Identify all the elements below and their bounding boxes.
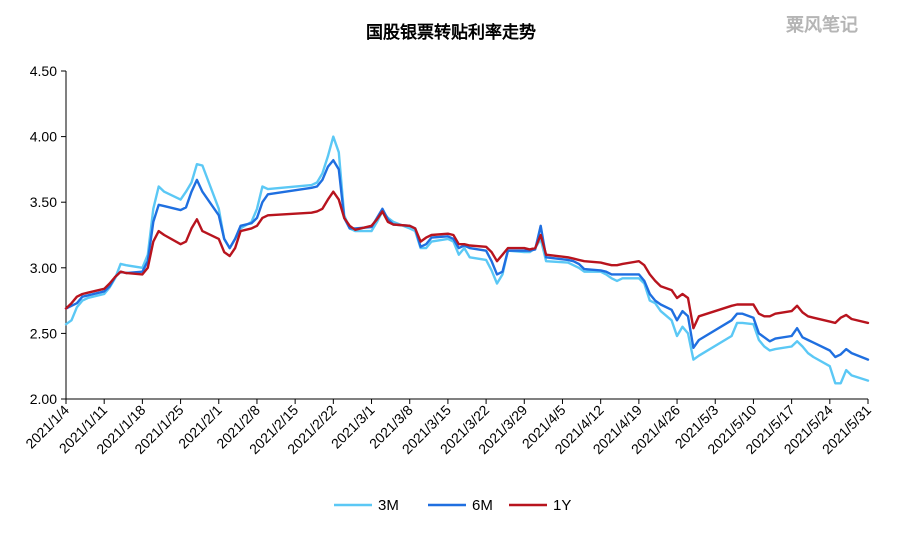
series-line-3m	[64, 135, 870, 385]
series-line-6m	[64, 159, 870, 361]
legend-label-1y: 1Y	[553, 497, 571, 514]
y-tick-label: 2.50	[30, 325, 57, 341]
legend-label-6m: 6M	[472, 497, 493, 514]
y-tick-label: 3.00	[30, 260, 57, 276]
y-tick-label: 2.00	[30, 391, 57, 407]
legend-label-3m: 3M	[378, 497, 399, 514]
legend: 3M 6M 1Y	[334, 497, 571, 514]
y-tick-label: 4.00	[30, 129, 57, 145]
chart-title: 国股银票转贴利率走势	[366, 22, 536, 43]
y-tick-label: 4.50	[30, 63, 57, 79]
watermark: 粟风笔记	[785, 14, 858, 36]
series-layer	[64, 135, 870, 385]
y-tick-label: 3.50	[30, 194, 57, 210]
series-line-1y	[64, 190, 870, 330]
